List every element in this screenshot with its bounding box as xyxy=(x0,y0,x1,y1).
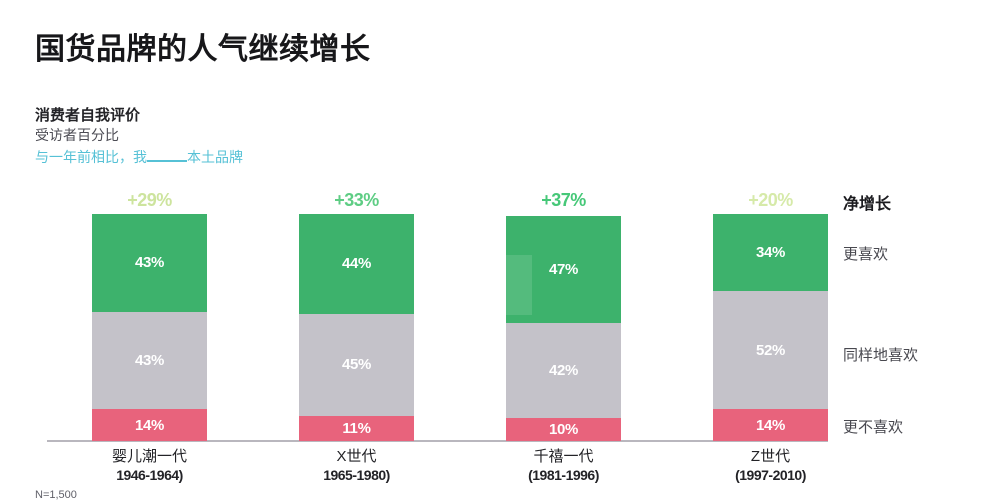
bar-segment: 52% xyxy=(713,291,828,410)
net-growth-value: +20% xyxy=(748,190,793,210)
bar-segment-value: 14% xyxy=(134,416,165,434)
generation-name: 婴儿潮一代 xyxy=(111,448,187,465)
survey-prompt: 与一年前相比，我 本土品牌 xyxy=(35,147,243,167)
legend-like-more: 更喜欢 xyxy=(843,246,889,263)
generation-years: (1997-2010) xyxy=(735,467,806,483)
fill-in-blank-line xyxy=(147,150,187,162)
generation-years: 1946-1964) xyxy=(116,467,183,483)
generation-name: X世代 xyxy=(336,448,377,465)
bar-segment-value: 42% xyxy=(548,362,579,380)
bar-segment: 14% xyxy=(713,409,828,441)
bar-segment-value: 45% xyxy=(341,356,372,374)
bar-segment: 43% xyxy=(92,311,207,410)
net-growth-header: 净增长 xyxy=(843,196,892,213)
bar-segment: 45% xyxy=(299,313,414,417)
stacked-bar: 34% 52% 14% xyxy=(713,214,828,441)
bar-segment-value: 44% xyxy=(341,255,372,273)
bar-segment: 43% xyxy=(92,214,207,312)
bar-segment-value: 34% xyxy=(755,244,786,262)
stacked-bar: 43% 43% 14% xyxy=(92,214,207,441)
generation-years: 1965-1980) xyxy=(323,467,390,483)
stacked-bar: 47% 42% 10% xyxy=(506,216,621,441)
generation-years: (1981-1996) xyxy=(528,467,599,483)
unit-note: 受访者百分比 xyxy=(35,127,119,143)
generation-name: Z世代 xyxy=(750,448,791,465)
x-axis-line xyxy=(47,440,828,442)
stacked-bar: 44% 45% 11% xyxy=(299,214,414,441)
bar-segment: 14% xyxy=(92,409,207,441)
bar-segment: 47% xyxy=(506,216,621,323)
bar-segment: 44% xyxy=(299,214,414,314)
bar-segment: 34% xyxy=(713,214,828,292)
x-axis-category-label: 千禧一代 (1981-1996) xyxy=(476,447,651,484)
bar-segment: 10% xyxy=(506,418,621,441)
bar-segment-value: 43% xyxy=(134,351,165,369)
survey-prompt-prefix: 与一年前相比，我 xyxy=(35,149,147,165)
bar-segment-value: 10% xyxy=(548,421,579,439)
x-axis-category-label: X世代 1965-1980) xyxy=(269,447,444,484)
chart-subtitle: 消费者自我评价 xyxy=(35,107,141,124)
legend-like-same: 同样地喜欢 xyxy=(843,347,919,364)
x-axis-category-label: 婴儿潮一代 1946-1964) xyxy=(62,447,237,484)
net-growth-value: +29% xyxy=(127,190,172,210)
net-growth-value: +37% xyxy=(541,190,586,210)
sample-size-note: N=1,500 xyxy=(35,489,77,500)
page-title: 国货品牌的人气继续增长 xyxy=(35,33,371,66)
bar-segment: 42% xyxy=(506,322,621,419)
bar-segment-value: 11% xyxy=(342,420,371,437)
bar-segment-value: 47% xyxy=(548,261,579,279)
bar-segment: 11% xyxy=(299,416,414,441)
survey-prompt-suffix: 本土品牌 xyxy=(187,149,243,165)
bar-segment-value: 14% xyxy=(755,416,786,434)
net-growth-value: +33% xyxy=(334,190,379,210)
x-axis-category-label: Z世代 (1997-2010) xyxy=(683,447,858,484)
bar-segment-value: 43% xyxy=(134,254,165,272)
bar-segment-value: 52% xyxy=(755,341,786,359)
generation-name: 千禧一代 xyxy=(533,448,594,465)
legend-like-less: 更不喜欢 xyxy=(843,419,904,436)
